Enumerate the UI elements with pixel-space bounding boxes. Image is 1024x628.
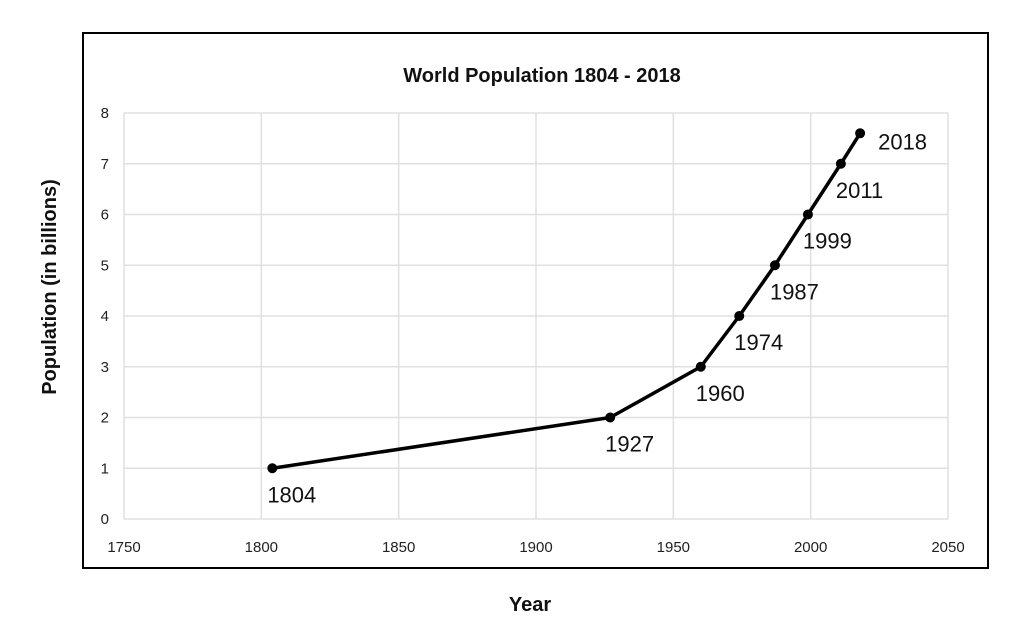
data-label: 2011 <box>836 178 883 203</box>
data-point <box>855 128 866 139</box>
series-line <box>272 132 862 470</box>
x-tick-label: 1750 <box>107 539 140 556</box>
y-tick-label: 8 <box>101 105 109 122</box>
y-tick-label: 2 <box>101 410 109 427</box>
y-axis-label: Population (in billions) <box>39 179 61 395</box>
data-point <box>769 260 780 271</box>
data-label: 1987 <box>770 279 819 304</box>
y-tick-label: 5 <box>101 257 109 274</box>
data-label: 1927 <box>605 432 654 457</box>
y-tick-label: 7 <box>101 156 109 173</box>
data-point <box>802 209 813 220</box>
y-tick-label: 0 <box>101 511 109 528</box>
y-tick-label: 4 <box>101 308 109 325</box>
x-axis-label: Year <box>509 594 551 616</box>
data-point <box>835 158 846 169</box>
data-label: 1999 <box>803 229 852 254</box>
y-tick-label: 6 <box>101 207 109 224</box>
data-point <box>605 412 616 423</box>
x-tick-label: 1900 <box>519 539 552 556</box>
ticks: 1750 1800 1850 1900 1950 2000 2050 0 1 2 3 4 5 6 7 8 <box>101 105 965 556</box>
chart-title: World Population 1804 - 2018 <box>403 65 680 87</box>
x-tick-label: 2050 <box>931 539 964 556</box>
data-label: 2018 <box>878 129 927 154</box>
y-tick-label: 3 <box>101 359 109 376</box>
data-label: 1804 <box>267 482 316 507</box>
x-tick-label: 2000 <box>794 539 827 556</box>
grid <box>123 112 949 520</box>
x-tick-label: 1800 <box>245 539 278 556</box>
x-tick-label: 1850 <box>382 539 415 556</box>
data-label: 1960 <box>696 381 745 406</box>
data-point <box>695 361 706 372</box>
y-tick-label: 1 <box>101 460 109 477</box>
x-tick-label: 1950 <box>657 539 690 556</box>
data-label: 1974 <box>734 330 783 355</box>
series: 1804 1927 1960 1974 1987 1999 2011 2018 <box>267 128 927 507</box>
data-point <box>734 311 745 321</box>
data-point <box>267 463 278 474</box>
